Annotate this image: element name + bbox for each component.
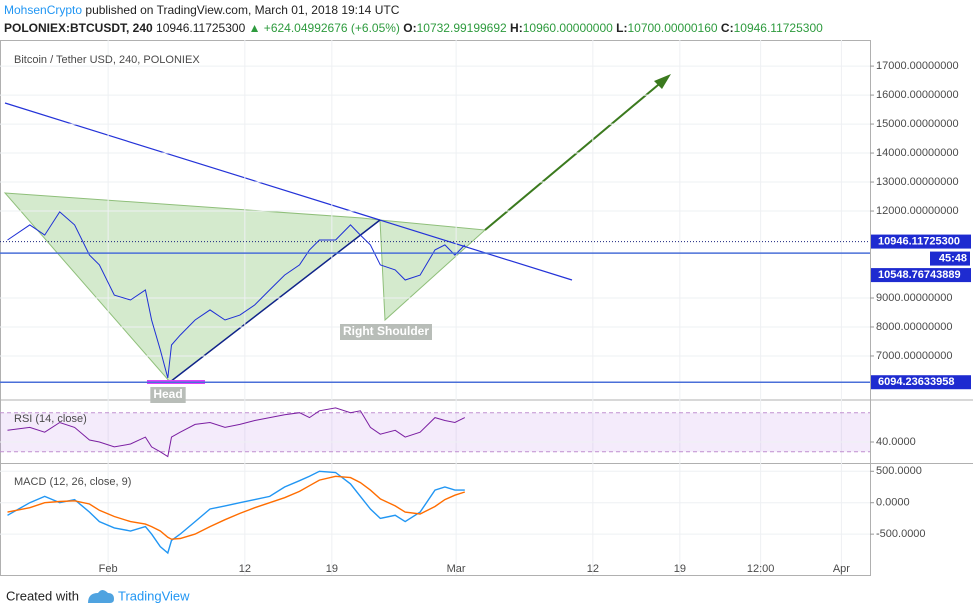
pane-title: Bitcoin / Tether USD, 240, POLONIEX (14, 54, 200, 66)
annotation: Head (153, 387, 182, 401)
series-line (7, 211, 466, 379)
symbol: POLONIEX:BTCUSDT, 240 (4, 21, 153, 35)
pane-title: MACD (12, 26, close, 9) (14, 476, 131, 488)
y-tick-label: 16000.00000000 (876, 89, 959, 101)
annotation-box (340, 324, 432, 340)
published: published on TradingView.com, March 01, … (85, 3, 399, 17)
drawings (3, 74, 671, 384)
last: 10946.11725300 (156, 21, 246, 35)
x-tick-label: 19 (326, 563, 338, 575)
header-line: MohsenCrypto published on TradingView.co… (4, 3, 400, 17)
countdown-box (930, 251, 970, 266)
y-tick-label: 14000.00000000 (876, 147, 959, 159)
y-tick-label: 17000.00000000 (876, 60, 959, 72)
y-tick-label: 0.0000 (876, 497, 910, 509)
l-label: L: (616, 21, 627, 35)
x-tick-label: 12 (239, 563, 251, 575)
y-tick-label: 40.0000 (876, 436, 916, 448)
annotation: Right Shoulder (343, 324, 429, 338)
x-tick-label: 12:00 (747, 563, 775, 575)
y-tick-label: 7000.00000000 (876, 350, 952, 362)
high: 10960.00000000 (523, 21, 613, 35)
price-label: 6094.23633958 (878, 376, 954, 388)
change: ▲ +624.04992676 (+6.05%) (249, 21, 400, 35)
footer-logo (88, 590, 114, 603)
pane-title: RSI (14, close) (14, 413, 87, 425)
h-label: H: (510, 21, 523, 35)
x-tick-label: Apr (833, 563, 850, 575)
series-line (7, 407, 466, 458)
series-line (7, 470, 465, 555)
y-tick-label: 13000.00000000 (876, 176, 959, 188)
x-tick-label: Feb (99, 563, 118, 575)
trend-line (4, 102, 573, 281)
plot-frame (0, 40, 871, 576)
series-line (7, 475, 466, 540)
price-label-box (871, 234, 971, 249)
author[interactable]: MohsenCrypto (4, 3, 82, 17)
c-label: C: (721, 21, 734, 35)
price-label: 10946.11725300 (878, 235, 960, 247)
countdown: 45:48 (939, 252, 967, 264)
price-label: 10548.76743889 (878, 269, 961, 281)
neckline (169, 219, 381, 383)
low: 10700.00000160 (627, 21, 717, 35)
rsi-band (0, 412, 870, 452)
x-tick-label: 12 (587, 563, 599, 575)
price-label-box (871, 375, 971, 390)
target-arrow (484, 79, 665, 231)
y-tick-label: 12000.00000000 (876, 205, 959, 217)
x-tick-label: 19 (674, 563, 686, 575)
y-tick-label: 9000.00000000 (876, 292, 952, 304)
footer-created: Created with (6, 588, 79, 603)
annotation-box (150, 387, 186, 403)
open: 10732.99199692 (417, 21, 507, 35)
y-tick-label: 8000.00000000 (876, 321, 952, 333)
y-tick-label: -500.0000 (876, 528, 926, 540)
close: 10946.11725300 (734, 21, 824, 35)
o-label: O: (403, 21, 416, 35)
symbol-line: POLONIEX:BTCUSDT, 240 10946.11725300 ▲ +… (4, 21, 823, 35)
arrow-head (654, 74, 671, 89)
y-tick-label: 15000.00000000 (876, 118, 959, 130)
x-tick-label: Mar (447, 563, 466, 575)
footer-brand: TradingView (118, 588, 190, 603)
y-tick-label: 500.0000 (876, 465, 922, 477)
price-label-box (871, 268, 971, 283)
